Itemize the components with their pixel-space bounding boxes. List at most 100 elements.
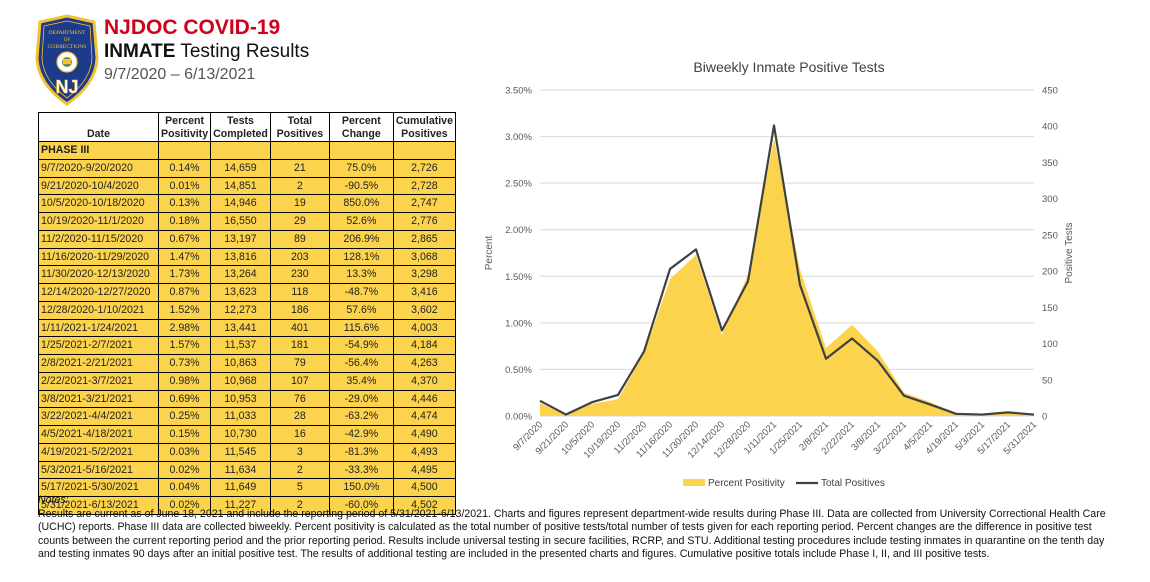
table-cell: 13,197 [210, 229, 271, 249]
table-cell: 1.52% [157, 300, 212, 320]
table-cell: 4,446 [392, 389, 456, 409]
chart-title: Biweekly Inmate Positive Tests [693, 59, 884, 75]
table-cell: 2,747 [392, 194, 456, 213]
table-cell: 850.0% [328, 194, 394, 213]
table-cell: 2 [269, 460, 330, 480]
results-table: Date Percent Positivity Tests Completed Total… [38, 112, 456, 515]
table-cell: 2,726 [392, 158, 456, 178]
page-title: NJDOC COVID-19 [104, 16, 281, 39]
table-cell: 2,776 [392, 212, 456, 231]
table-cell: 11/16/2020-11/29/2020 [38, 247, 159, 267]
table-row: 5/31/2021-6/13/2021 0.02% 11,227 2 -60.0% 4,5… [38, 496, 456, 515]
table-row: 12/14/2020-12/27/2020 0.87% 13,623 118 -48.7… [38, 283, 456, 302]
table-cell: 12/14/2020-12/27/2020 [38, 283, 159, 302]
njdoc-badge-logo: DEPARTMENT OF CORRECTIONS NJ [35, 14, 99, 106]
column-header-line: Change [341, 128, 381, 140]
table-cell: 89 [269, 229, 330, 249]
table-cell: 401 [269, 318, 330, 338]
table-cell: -56.4% [328, 354, 394, 373]
y2-tick-label: 450 [1042, 86, 1058, 97]
table-cell: 181 [269, 336, 330, 355]
table-cell: 11,649 [210, 478, 271, 497]
legend-swatch-percent-positivity [683, 479, 705, 486]
y2-tick-label: 350 [1042, 158, 1058, 169]
table-row: 11/16/2020-11/29/2020 1.47% 13,816 203 128.1… [38, 247, 456, 267]
table-cell: -81.3% [328, 442, 394, 462]
table-cell: 0.01% [157, 176, 212, 196]
table-cell: 128.1% [328, 247, 394, 267]
table-cell [269, 141, 330, 160]
badge-initials: NJ [55, 77, 78, 97]
y-tick-label: 2.50% [505, 179, 532, 190]
table-cell: 150.0% [328, 478, 394, 497]
table-cell: 1.57% [157, 336, 212, 355]
table-cell: 0.69% [157, 389, 212, 409]
table-cell: 2.98% [157, 318, 212, 338]
table-cell: 52.6% [328, 212, 394, 231]
column-header-line: Date [87, 128, 110, 140]
table-cell: 206.9% [328, 229, 394, 249]
notes-text: Results are current as of June 18, 2021 … [38, 507, 1106, 561]
table-cell: 0.73% [157, 354, 212, 373]
table-cell: 29 [269, 212, 330, 231]
table-cell: 0.14% [157, 158, 212, 178]
table-cell: -29.0% [328, 389, 394, 409]
table-cell: 4,263 [392, 354, 456, 373]
table-cell: 14,851 [210, 176, 271, 196]
table-row: 10/19/2020-11/1/2020 0.18% 16,550 29 52.6% 2,… [38, 212, 456, 231]
y-tick-label: 3.50% [505, 86, 532, 97]
notes-section: Notes: Results are current as of June 18… [38, 494, 1118, 562]
total-positives-line [539, 124, 1035, 416]
table-cell [328, 141, 394, 160]
table-row: 5/17/2021-5/30/2021 0.04% 11,649 5 150.0% 4,5… [38, 478, 456, 497]
table-cell: 12,273 [210, 300, 271, 320]
y2-tick-label: 400 [1042, 122, 1058, 133]
table-cell: 16,550 [210, 212, 271, 231]
table-cell: 11,033 [210, 407, 271, 426]
badge-text-of: OF [64, 38, 71, 43]
table-cell: -90.5% [328, 176, 394, 196]
table-cell: 12/28/2020-1/10/2021 [38, 300, 159, 320]
table-row: 1/11/2021-1/24/2021 2.98% 13,441 401 115.6% 4… [38, 318, 456, 338]
table-cell: 16 [269, 425, 330, 444]
table-row: 9/21/2020-10/4/2020 0.01% 14,851 2 -90.5% 2,7… [38, 176, 456, 196]
table-cell: 5/3/2021-5/16/2021 [38, 460, 159, 480]
subtitle-rest: Testing Results [175, 41, 310, 62]
table-cell: 0.02% [157, 496, 212, 515]
y-tick-label: 3.00% [505, 132, 532, 143]
table-cell: 5/31/2021-6/13/2021 [38, 496, 159, 515]
table-cell: 3/22/2021-4/4/2021 [38, 407, 159, 426]
table-cell: 0.03% [157, 442, 212, 462]
column-header: Tests Completed [210, 112, 271, 142]
column-header-line: Cumulative [395, 115, 453, 127]
table-cell: 9/21/2020-10/4/2020 [38, 176, 159, 196]
y2-tick-label: 300 [1042, 194, 1058, 205]
table-cell: 118 [269, 283, 330, 302]
table-cell: 2 [269, 176, 330, 196]
table-cell: 0.25% [157, 407, 212, 426]
table-row: 1/25/2021-2/7/2021 1.57% 11,537 181 -54.9% 4,… [38, 336, 456, 355]
column-header-line: Positives [276, 128, 324, 140]
phase-row: PHASE III [38, 141, 456, 160]
table-cell: 107 [269, 371, 330, 391]
table-cell: 28 [269, 407, 330, 426]
table-cell [157, 141, 212, 160]
table-row: 2/22/2021-3/7/2021 0.98% 10,968 107 35.4% 4,3… [38, 371, 456, 391]
table-cell: 3 [269, 442, 330, 462]
table-cell: -54.9% [328, 336, 394, 355]
column-header-line: Percent [165, 115, 204, 127]
y2-axis-label: Positive Tests [1064, 223, 1075, 284]
table-cell [392, 141, 456, 160]
table-body: PHASE III 9/7/2020-9/20/2020 0.14% 14,659 21… [38, 141, 456, 515]
table-cell: 10/5/2020-10/18/2020 [38, 194, 159, 213]
legend-label-percent-positivity: Percent Positivity [708, 478, 785, 489]
table-cell: 11/2/2020-11/15/2020 [38, 229, 159, 249]
table-cell: 14,946 [210, 194, 271, 213]
table-cell: 0.18% [157, 212, 212, 231]
y2-tick-label: 50 [1042, 375, 1053, 386]
table-cell: 3,298 [392, 265, 456, 284]
y2-tick-label: 200 [1042, 267, 1058, 278]
column-header: Percent Positivity [157, 112, 212, 142]
table-cell: 203 [269, 247, 330, 267]
table-row: 12/28/2020-1/10/2021 1.52% 12,273 186 57.6% 3… [38, 300, 456, 320]
